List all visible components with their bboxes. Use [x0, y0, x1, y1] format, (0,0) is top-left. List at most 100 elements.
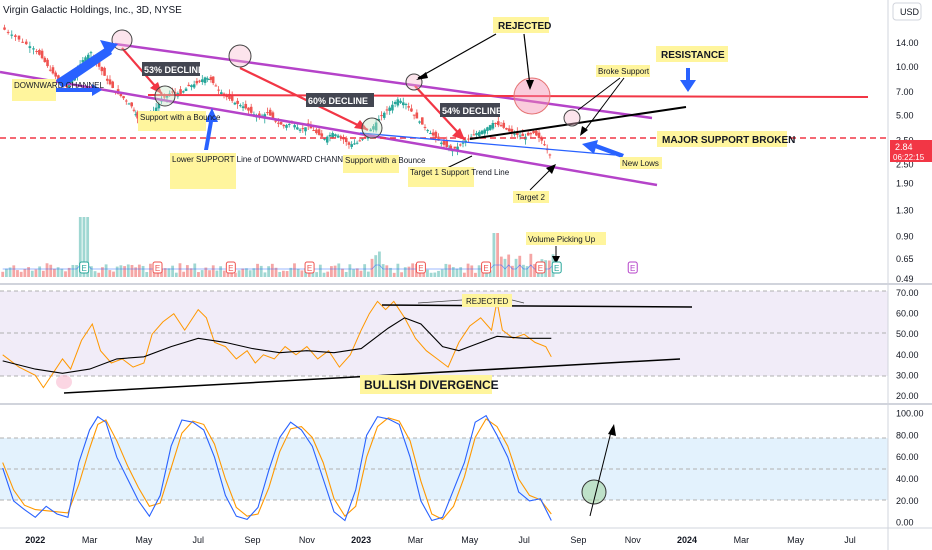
annotation-resistance: RESISTANCE	[656, 46, 728, 62]
volume-bar	[101, 267, 104, 277]
volume-bar	[16, 270, 19, 277]
candle	[14, 33, 17, 41]
volume-bar	[437, 270, 440, 277]
volume-bar	[137, 264, 141, 277]
volume-bar	[459, 267, 463, 277]
volume-bar	[215, 270, 219, 277]
earnings-marker: E	[481, 261, 492, 274]
x-tick-12: 2024	[677, 535, 697, 545]
x-tick-4: Sep	[245, 535, 261, 545]
candle	[391, 100, 394, 114]
stoch-tick-3: 40.00	[896, 474, 919, 484]
candle	[182, 90, 185, 94]
volume-bar	[418, 270, 422, 277]
candle	[445, 136, 449, 149]
candle	[429, 130, 432, 135]
svg-text:E: E	[630, 264, 635, 273]
volume-bar	[123, 266, 126, 277]
candle	[350, 141, 353, 150]
volume-bar	[503, 258, 507, 277]
volume-bar	[45, 263, 49, 277]
volume-bar	[23, 269, 27, 277]
price-tick-5: 2.50	[896, 159, 914, 169]
candle	[268, 107, 272, 117]
candle	[24, 39, 28, 45]
candle	[134, 110, 138, 117]
candle	[467, 134, 470, 143]
candle	[130, 102, 134, 109]
volume-bar	[71, 264, 75, 277]
volume-bar	[355, 268, 359, 277]
x-tick-3: Jul	[192, 535, 204, 545]
stoch-lines	[2, 414, 552, 522]
x-tick-0: 2022	[25, 535, 45, 545]
candle	[480, 129, 484, 135]
candle	[192, 80, 196, 89]
volume-bar	[370, 258, 374, 277]
candle	[244, 100, 248, 110]
volume-bar	[97, 272, 101, 277]
blue-arrow-1	[56, 46, 112, 88]
volume-bar	[41, 270, 45, 277]
candle	[380, 111, 383, 121]
candle	[157, 101, 161, 112]
volume-bar	[30, 270, 34, 277]
volume-bar	[27, 267, 30, 277]
candle	[537, 128, 541, 143]
volume-bar	[75, 265, 78, 277]
candle	[478, 130, 481, 138]
rsi-tick-2: 50.00	[896, 329, 919, 339]
candle	[499, 122, 503, 127]
candle	[399, 98, 402, 105]
volume-bar	[38, 266, 42, 277]
svg-text:E: E	[483, 264, 488, 273]
volume-bar	[444, 263, 448, 277]
volume-bar	[518, 255, 522, 277]
svg-text:E: E	[155, 264, 160, 273]
candle	[344, 136, 348, 146]
candle	[434, 130, 438, 143]
resistance-line	[147, 94, 869, 98]
x-tick-13: Mar	[734, 535, 750, 545]
svg-text:E: E	[82, 264, 87, 273]
stoch-d-line	[2, 417, 552, 521]
volume-bar	[115, 266, 119, 277]
candle	[287, 122, 291, 128]
volume-bar	[86, 217, 90, 277]
price-tag-price: 2.84	[895, 142, 913, 152]
stoch-tick-4: 20.00	[896, 496, 919, 506]
volume-bar	[211, 265, 215, 277]
volume-bar	[233, 272, 237, 277]
candle	[100, 66, 104, 76]
volume-bar	[411, 263, 415, 277]
volume-bar	[200, 270, 204, 277]
volume-bar	[248, 270, 252, 277]
volume-bar	[19, 271, 23, 277]
candle	[274, 120, 277, 124]
candle	[507, 125, 511, 133]
volume-bar	[385, 265, 389, 277]
circle-aug-2022	[228, 44, 252, 68]
volume-ma	[2, 264, 554, 270]
volume-bar	[403, 267, 407, 277]
volume-bar	[167, 268, 171, 277]
volume-bar	[429, 272, 433, 277]
candle	[532, 130, 535, 135]
candle	[423, 124, 427, 131]
candle	[442, 137, 446, 149]
candle	[415, 109, 419, 119]
currency-button[interactable]: USD	[892, 2, 922, 21]
candle	[201, 75, 204, 85]
volume-bar	[374, 255, 378, 277]
rsi-rejected-line	[381, 304, 693, 308]
candle	[51, 64, 55, 75]
volume-bar	[389, 267, 392, 277]
volume-bar	[64, 271, 67, 277]
volume-bar	[149, 263, 152, 277]
svg-text:E: E	[538, 264, 543, 273]
volume-bar	[466, 263, 470, 277]
candle	[491, 120, 495, 131]
volume-bar	[185, 265, 189, 277]
stoch-panel[interactable]	[0, 406, 888, 526]
